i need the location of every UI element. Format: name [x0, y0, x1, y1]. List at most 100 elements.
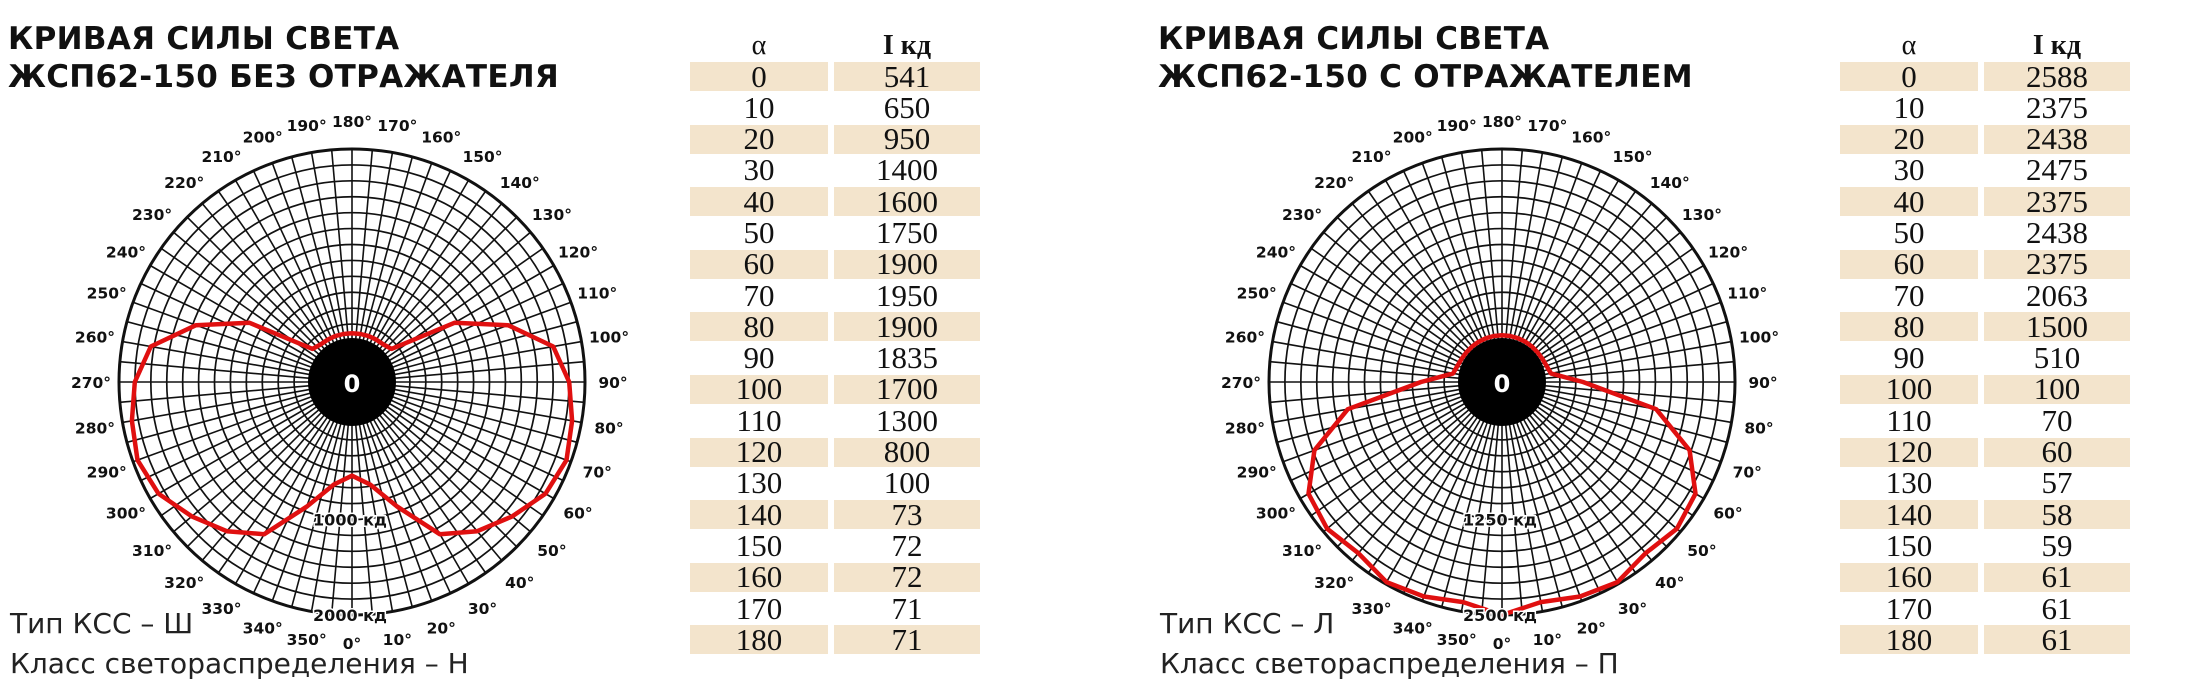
angle-label: 320°: [164, 574, 204, 592]
grid-spoke: [1384, 417, 1482, 585]
angle-label: 80°: [594, 419, 623, 437]
grid-spoke: [271, 421, 339, 602]
table-row: 30 1400: [690, 152, 990, 188]
intensity-cell: 71: [834, 622, 980, 657]
grid-spoke: [119, 360, 311, 380]
grid-spoke: [149, 402, 317, 500]
grid-spoke: [252, 419, 335, 594]
grid-spoke: [140, 399, 315, 482]
grid-spoke: [1533, 231, 1682, 356]
angle-label: 0°: [1493, 635, 1512, 653]
angle-cell: 50: [1893, 214, 1925, 250]
grid-spoke: [252, 170, 335, 345]
table-row: 130 100: [690, 465, 990, 501]
grid-spoke: [1460, 152, 1496, 341]
polar-chart: 0 0° 10° 20° 30° 40°50° 60° 70° 80° 90° 100° 110° 12…: [71, 113, 629, 653]
table-row: 10 2375: [1840, 90, 2140, 125]
angle-label: 330°: [1351, 600, 1391, 618]
grid-spoke: [1322, 408, 1471, 533]
grid-spoke: [1351, 202, 1476, 351]
intensity-cell: 58: [1984, 497, 2130, 532]
grid-spoke: [362, 156, 414, 342]
intensity-cell: 1750: [876, 214, 938, 250]
ring-label: 1000 кд: [313, 511, 387, 530]
angle-label: 230°: [132, 206, 172, 224]
ring-label: 2500 кд: [1463, 606, 1537, 625]
grid-spoke: [119, 384, 311, 404]
table-row: 30 2475: [1840, 152, 2140, 187]
intensity-cell: 60: [1984, 434, 2130, 469]
angle-label: 340°: [243, 619, 283, 637]
grid-spoke: [122, 388, 311, 424]
grid-spoke: [1508, 152, 1544, 341]
grid-spoke: [1543, 360, 1735, 380]
intensity-cell: 61: [1984, 622, 2130, 657]
grid-spoke: [378, 413, 503, 562]
grid-spoke: [365, 162, 433, 343]
table-row: 110 70: [1840, 403, 2140, 438]
angle-cell: 100: [1840, 371, 1978, 406]
angle-label: 150°: [462, 148, 502, 166]
title-line-2: ЖСП62-150 БЕЗ ОТРАЖАТЕЛЯ: [8, 59, 560, 95]
angle-cell: 150: [1885, 527, 1933, 563]
angle-label: 260°: [1225, 329, 1265, 347]
grid-spoke: [1512, 422, 1564, 608]
angle-label: 170°: [1527, 117, 1567, 135]
angle-label: 210°: [201, 148, 241, 166]
table-row: 100 1700: [690, 371, 990, 406]
grid-spoke: [1384, 179, 1482, 347]
grid-spoke: [1531, 216, 1668, 353]
angle-label: 140°: [500, 174, 540, 192]
grid-spoke: [1525, 190, 1637, 349]
angle-label: 280°: [1225, 419, 1265, 437]
grid-spoke: [172, 231, 321, 356]
intensity-cell: 1900: [834, 246, 980, 281]
angle-label: 20°: [1577, 619, 1606, 637]
angle-label: 40°: [1655, 574, 1684, 592]
grid-spoke: [217, 190, 329, 349]
grid-spoke: [1322, 231, 1471, 356]
grid-spoke: [365, 421, 433, 602]
table-row: 10 650: [690, 89, 990, 125]
intensity-cell: 650: [883, 89, 931, 125]
grid-spoke: [378, 202, 503, 351]
chart-title: КРИВАЯ СИЛЫ СВЕТА ЖСП62-150 С ОТРАЖАТЕЛЕ…: [1158, 20, 1693, 96]
angle-cell: 130: [1885, 465, 1933, 501]
grid-spoke: [290, 156, 342, 342]
grid-spoke: [1440, 156, 1492, 342]
table-row: 160 61: [1840, 559, 2140, 594]
grid-spoke: [1543, 384, 1735, 404]
intensity-cell: 71: [891, 590, 923, 626]
table-row: 0 541: [690, 59, 990, 94]
angle-label: 100°: [589, 329, 629, 347]
angle-label: 300°: [1256, 505, 1296, 523]
grid-spoke: [1480, 423, 1500, 615]
grid-spoke: [330, 423, 350, 615]
grid-spoke: [1276, 320, 1462, 372]
angle-cell: 170: [1885, 590, 1933, 626]
angle-label: 190°: [1437, 117, 1477, 135]
angle-label: 50°: [537, 542, 566, 560]
intensity-cell: 100: [883, 465, 931, 501]
angle-label: 160°: [1571, 129, 1611, 147]
intensity-cell: 72: [891, 527, 923, 563]
angle-label: 220°: [1314, 174, 1354, 192]
angle-cell: 50: [743, 214, 775, 250]
intensity-cell: 2438: [2026, 214, 2088, 250]
intensity-cell: 541: [834, 59, 980, 94]
grid-spoke: [132, 395, 313, 463]
grid-spoke: [1525, 415, 1637, 574]
grid-spoke: [132, 301, 313, 369]
angle-label: 250°: [87, 285, 127, 303]
grid-spoke: [372, 179, 470, 347]
angle-cell: 60: [690, 246, 828, 281]
intensity-cell: 1400: [876, 152, 938, 188]
table-row: 0 2588: [1840, 59, 2140, 94]
center-label: 0: [344, 370, 361, 398]
grid-spoke: [1504, 149, 1524, 341]
angle-label: 260°: [75, 329, 115, 347]
angle-label: 310°: [1282, 542, 1322, 560]
angle-label: 220°: [164, 174, 204, 192]
table-row: 60 2375: [1840, 246, 2140, 281]
angle-label: 40°: [505, 574, 534, 592]
